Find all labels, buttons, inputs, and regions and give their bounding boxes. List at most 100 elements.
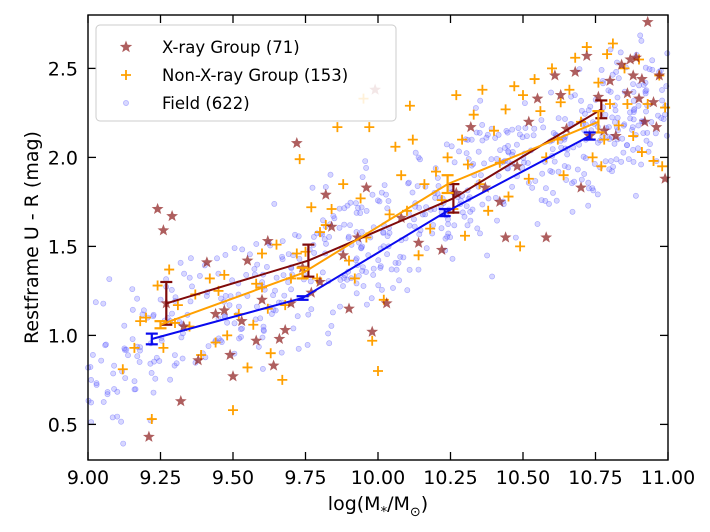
field-point xyxy=(442,235,449,242)
field-point xyxy=(630,109,637,115)
field-point xyxy=(88,376,94,383)
non-xray-point xyxy=(500,104,511,115)
field-point xyxy=(613,156,620,163)
xray-point xyxy=(592,90,605,102)
field-point xyxy=(152,375,159,382)
field-point xyxy=(222,292,229,299)
non-xray-point xyxy=(291,248,302,259)
x-tick-label: 10.50 xyxy=(496,467,550,489)
xray-point xyxy=(636,72,648,85)
field-point xyxy=(358,204,365,211)
xray-point xyxy=(143,430,155,442)
field-point xyxy=(359,174,366,180)
field-point xyxy=(564,151,571,158)
field-point xyxy=(231,245,238,251)
field-point xyxy=(137,347,143,354)
non-xray-point xyxy=(367,335,378,346)
field-point xyxy=(539,170,546,177)
field-point xyxy=(405,180,411,187)
legend: X-ray Group (71) Non-X-ray Group (153) Fie… xyxy=(95,24,397,122)
field-point xyxy=(253,241,260,247)
field-point xyxy=(519,134,526,141)
field-point xyxy=(571,178,577,185)
field-point xyxy=(295,233,302,240)
xray-point xyxy=(366,325,379,337)
non-xray-point xyxy=(613,120,624,131)
non-xray-point xyxy=(384,209,395,220)
field-point xyxy=(422,211,429,218)
field-point xyxy=(474,225,481,232)
xray-point xyxy=(650,120,663,133)
field-point xyxy=(531,125,538,132)
non-xray-point xyxy=(117,364,128,375)
field-point xyxy=(646,66,653,73)
xray-point xyxy=(166,209,178,222)
non-xray-point xyxy=(373,366,383,376)
field-point xyxy=(643,108,649,115)
xray-point xyxy=(218,304,231,316)
field-point xyxy=(638,161,644,168)
field-point xyxy=(102,342,109,349)
field-point xyxy=(538,117,545,123)
xray-point xyxy=(630,51,642,63)
non-xray-point xyxy=(135,316,146,327)
y-axis-label: Restframe U - R (mag) xyxy=(21,131,43,344)
non-xray-point xyxy=(587,152,598,163)
non-xray-point xyxy=(222,330,233,341)
field-point xyxy=(323,240,329,247)
field-point xyxy=(260,327,267,333)
non-xray-point xyxy=(622,99,633,109)
field-point xyxy=(90,351,96,358)
xray-point xyxy=(395,211,408,223)
field-point xyxy=(624,142,630,149)
non-xray-point xyxy=(413,250,424,261)
field-point xyxy=(542,197,549,204)
field-point xyxy=(438,225,445,232)
field-point xyxy=(319,269,326,276)
field-point xyxy=(294,313,301,320)
non-xray-point xyxy=(172,300,183,311)
non-xray-point xyxy=(390,141,401,152)
xray-point xyxy=(351,231,364,243)
field-point xyxy=(550,130,557,136)
field-point xyxy=(341,221,348,228)
axis-ticks: 9.00 9.25 9.50 9.75 10.00 10.25 10.50 10.75 11.0… xyxy=(48,15,695,489)
legend-circle-icon xyxy=(123,100,129,106)
field-point xyxy=(345,235,352,241)
field-point xyxy=(578,97,584,104)
field-point xyxy=(238,333,244,340)
xray-point xyxy=(412,236,425,248)
field-point xyxy=(279,256,286,263)
xray-point xyxy=(627,69,640,81)
non-xray-point xyxy=(204,273,215,284)
field-point xyxy=(171,362,178,369)
field-point xyxy=(363,207,370,214)
field-point xyxy=(631,107,637,114)
field-point xyxy=(226,302,233,308)
field-point xyxy=(224,319,230,326)
field-point xyxy=(345,233,352,240)
field-point xyxy=(308,306,315,313)
xray-point xyxy=(256,293,268,305)
field-point xyxy=(503,127,510,134)
field-point xyxy=(590,187,597,194)
field-point xyxy=(589,185,596,191)
non-xray-point xyxy=(477,84,488,95)
field-point xyxy=(279,253,285,260)
xray-point xyxy=(267,359,280,371)
non-xray-point xyxy=(599,134,610,145)
field-point xyxy=(659,97,665,104)
field-point xyxy=(121,345,128,352)
field-point xyxy=(627,109,633,116)
field-point xyxy=(288,286,294,293)
field-point xyxy=(517,131,523,138)
field-point xyxy=(609,168,615,175)
field-point xyxy=(205,343,212,349)
field-point xyxy=(495,131,502,138)
non-xray-point xyxy=(555,97,566,108)
field-point xyxy=(362,158,369,164)
field-point xyxy=(484,131,491,138)
field-point xyxy=(608,158,614,164)
field-point xyxy=(624,142,630,148)
field-point xyxy=(586,185,592,192)
